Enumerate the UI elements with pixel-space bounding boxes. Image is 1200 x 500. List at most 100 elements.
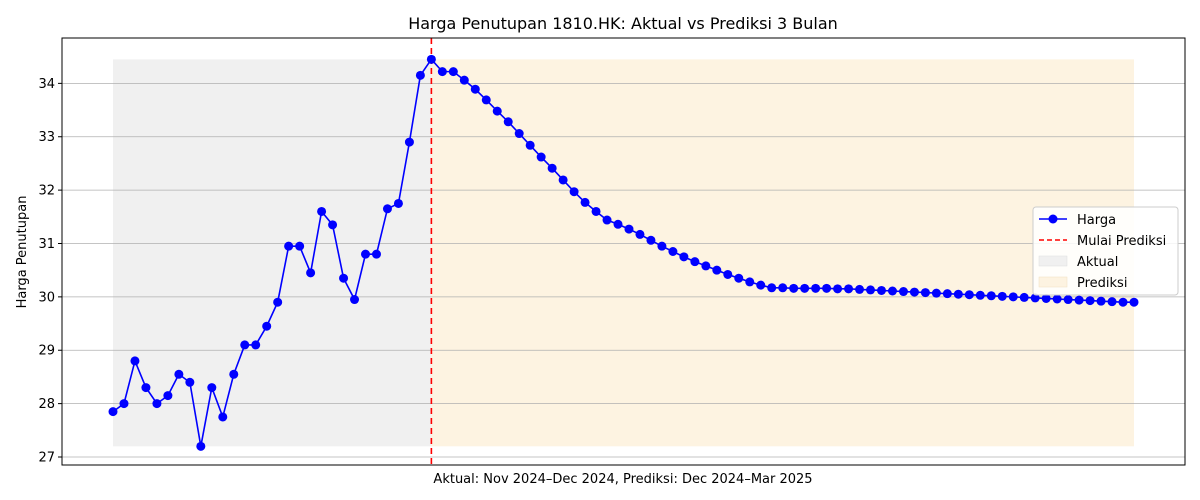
y-tick-label: 28 <box>38 397 55 412</box>
harga-point <box>569 187 579 197</box>
harga-point <box>382 204 392 214</box>
harga-point <box>866 285 876 295</box>
harga-point <box>174 369 184 379</box>
harga-point <box>218 412 228 422</box>
harga-point <box>635 229 645 239</box>
legend-box <box>1032 206 1179 296</box>
harga-line <box>112 58 1134 447</box>
legend-item-mulai-prediksi: Mulai Prediksi <box>1077 234 1166 249</box>
price-series <box>108 54 1139 451</box>
harga-point <box>404 137 414 147</box>
y-tick-label: 33 <box>38 130 55 145</box>
harga-point <box>1008 292 1018 302</box>
harga-point <box>964 290 974 300</box>
harga-point <box>789 283 799 293</box>
y-tick-label: 32 <box>38 184 55 199</box>
harga-point <box>1107 297 1117 307</box>
harga-point <box>295 241 305 251</box>
harga-point <box>459 75 469 85</box>
harga-point <box>1019 292 1029 302</box>
harga-point <box>1030 293 1040 303</box>
harga-point <box>855 284 865 294</box>
harga-point <box>437 67 447 77</box>
region-aktual <box>113 59 432 447</box>
harga-point <box>1063 295 1073 305</box>
y-tick-label: 34 <box>38 77 55 92</box>
harga-point <box>426 54 436 64</box>
harga-point <box>997 291 1007 301</box>
harga-point <box>942 289 952 299</box>
harga-point <box>317 206 327 216</box>
harga-point <box>613 219 623 229</box>
harga-point <box>887 286 897 296</box>
harga-point <box>306 268 316 278</box>
harga-point <box>920 288 930 298</box>
legend-aktual-swatch <box>1038 255 1068 267</box>
y-tick-label: 31 <box>38 237 55 252</box>
harga-point <box>481 95 491 105</box>
harga-point <box>350 295 360 305</box>
harga-point <box>361 249 371 259</box>
harga-point <box>624 224 634 234</box>
harga-point <box>712 265 722 275</box>
legend-item-harga: Harga <box>1077 213 1116 228</box>
harga-point <box>328 220 338 230</box>
harga-point <box>536 152 546 162</box>
y-tick-label: 27 <box>38 450 55 465</box>
harga-point <box>1085 296 1095 306</box>
harga-point <box>185 377 195 387</box>
harga-point <box>525 140 535 150</box>
horizontal-grid <box>62 82 1185 458</box>
harga-point <box>909 287 919 297</box>
harga-point <box>1052 294 1062 304</box>
harga-point <box>657 241 667 251</box>
harga-point <box>371 249 381 259</box>
harga-point <box>767 283 777 293</box>
harga-point <box>975 290 985 300</box>
harga-point <box>514 129 524 139</box>
harga-point <box>415 70 425 80</box>
harga-point <box>152 399 162 409</box>
harga-point <box>240 340 250 350</box>
harga-point <box>690 257 700 267</box>
harga-point <box>547 163 557 173</box>
harga-point <box>558 175 568 185</box>
harga-point <box>492 106 502 116</box>
harga-point <box>393 198 403 208</box>
y-tick-label: 29 <box>38 344 55 359</box>
harga-point <box>756 280 766 290</box>
harga-point <box>273 297 283 307</box>
harga-point <box>646 235 656 245</box>
harga-point <box>262 321 272 331</box>
harga-point <box>591 206 601 216</box>
harga-point <box>668 247 678 256</box>
harga-point <box>229 369 239 379</box>
harga-point <box>602 215 612 225</box>
harga-point <box>931 288 941 298</box>
y-tick-label: 30 <box>38 290 55 305</box>
harga-point <box>448 67 458 77</box>
harga-point <box>470 84 480 94</box>
harga-point <box>503 117 513 127</box>
harga-point <box>580 197 590 207</box>
legend-item-prediksi: Prediksi <box>1077 276 1127 291</box>
region-prediksi <box>431 59 1134 447</box>
x-axis-label: Aktual: Nov 2024–Dec 2024, Prediksi: Dec… <box>433 472 812 487</box>
harga-point <box>1118 297 1128 307</box>
harga-point <box>701 261 711 271</box>
harga-point <box>833 284 843 294</box>
harga-point <box>284 241 294 251</box>
harga-point <box>1041 293 1051 303</box>
harga-point <box>679 252 689 262</box>
harga-point <box>130 356 140 366</box>
legend: Harga Mulai Prediksi Aktual Prediksi <box>1032 206 1179 296</box>
harga-point <box>163 391 173 401</box>
harga-point <box>141 383 151 393</box>
harga-point <box>108 407 118 417</box>
harga-point <box>339 273 349 283</box>
harga-point <box>119 399 129 409</box>
harga-point <box>800 283 810 293</box>
harga-point <box>723 269 733 279</box>
chart-title: Harga Penutupan 1810.HK: Aktual vs Predi… <box>408 14 838 33</box>
